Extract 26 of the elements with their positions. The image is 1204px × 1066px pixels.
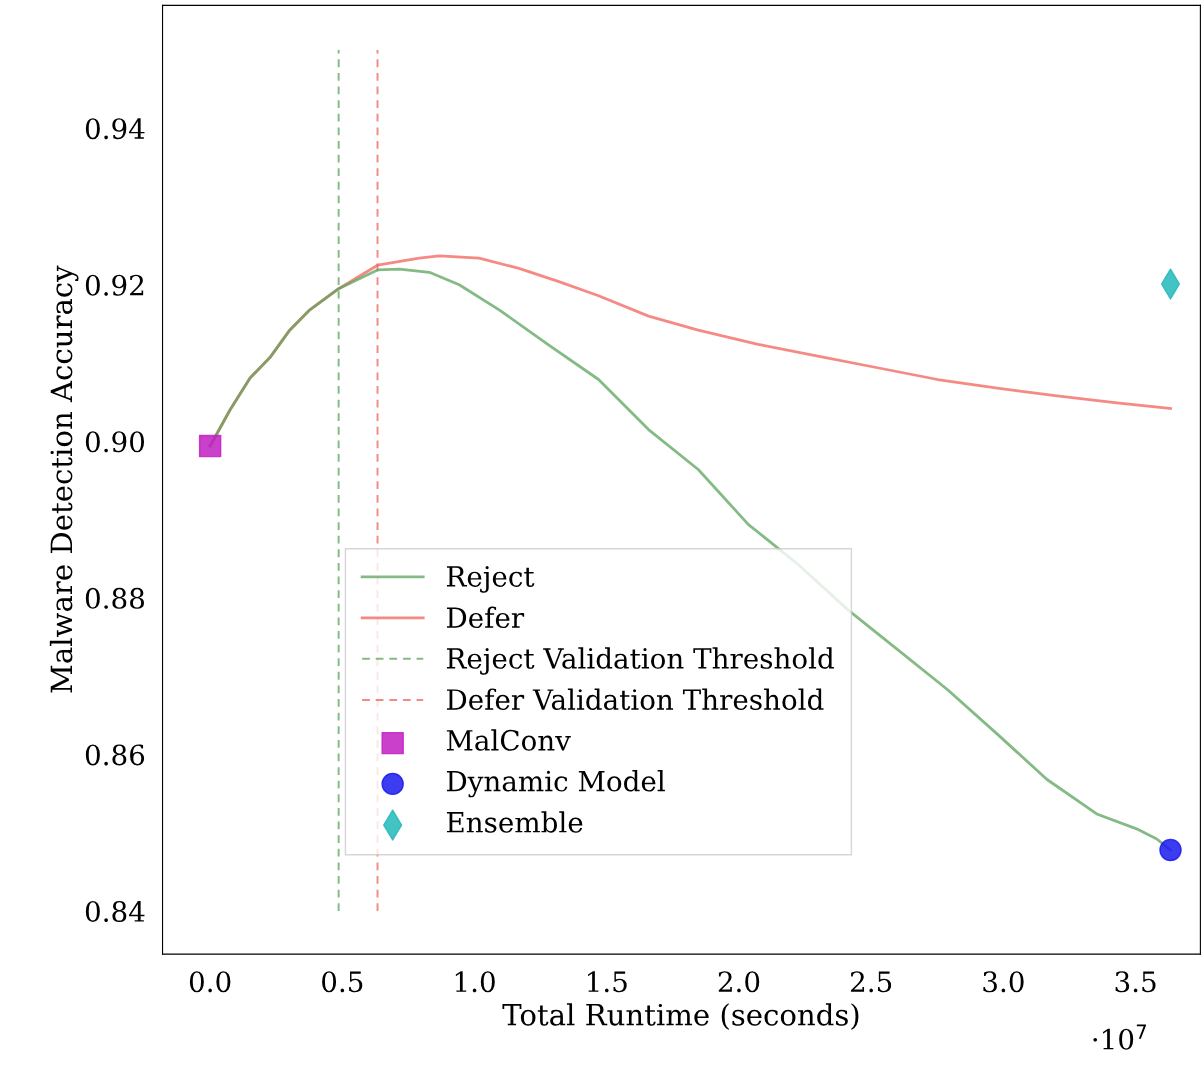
y-axis-title: Malware Detection Accuracy xyxy=(49,265,79,693)
x-tick-label: 2.5 xyxy=(850,971,892,993)
x-tick-label: 0.0 xyxy=(189,971,231,993)
legend-label: Defer Validation Threshold xyxy=(446,688,824,711)
point xyxy=(198,434,222,458)
legend-label: Ensemble xyxy=(446,811,583,833)
legend-label: Defer xyxy=(446,606,525,629)
y-tick-label: 0.84 xyxy=(85,900,145,922)
x-tick-label: 0.5 xyxy=(322,971,363,993)
legend-label: MalConv xyxy=(446,729,571,751)
x-tick-label: 2.0 xyxy=(718,971,760,993)
y-tick-label: 0.90 xyxy=(85,431,145,453)
x-axis-title: Total Runtime (seconds) xyxy=(502,1003,859,1030)
legend-label: Reject xyxy=(446,566,535,593)
y-tick-label: 0.86 xyxy=(85,744,145,766)
point xyxy=(1159,838,1182,862)
legend-label: Dynamic Model xyxy=(446,770,665,798)
y-tick-label: 0.94 xyxy=(85,118,145,140)
y-tick-label: 0.92 xyxy=(85,274,144,296)
text: ·10$^{7}$ xyxy=(1093,1024,1146,1050)
x-tick-label: 1.0 xyxy=(455,971,495,993)
x-tick-label: 1.5 xyxy=(588,971,627,993)
x-tick-label: 3.5 xyxy=(1115,971,1156,993)
x-tick-label: 3.0 xyxy=(983,971,1024,993)
legend-label: Reject Validation Threshold xyxy=(446,647,834,675)
y-tick-label: 0.88 xyxy=(85,587,144,609)
